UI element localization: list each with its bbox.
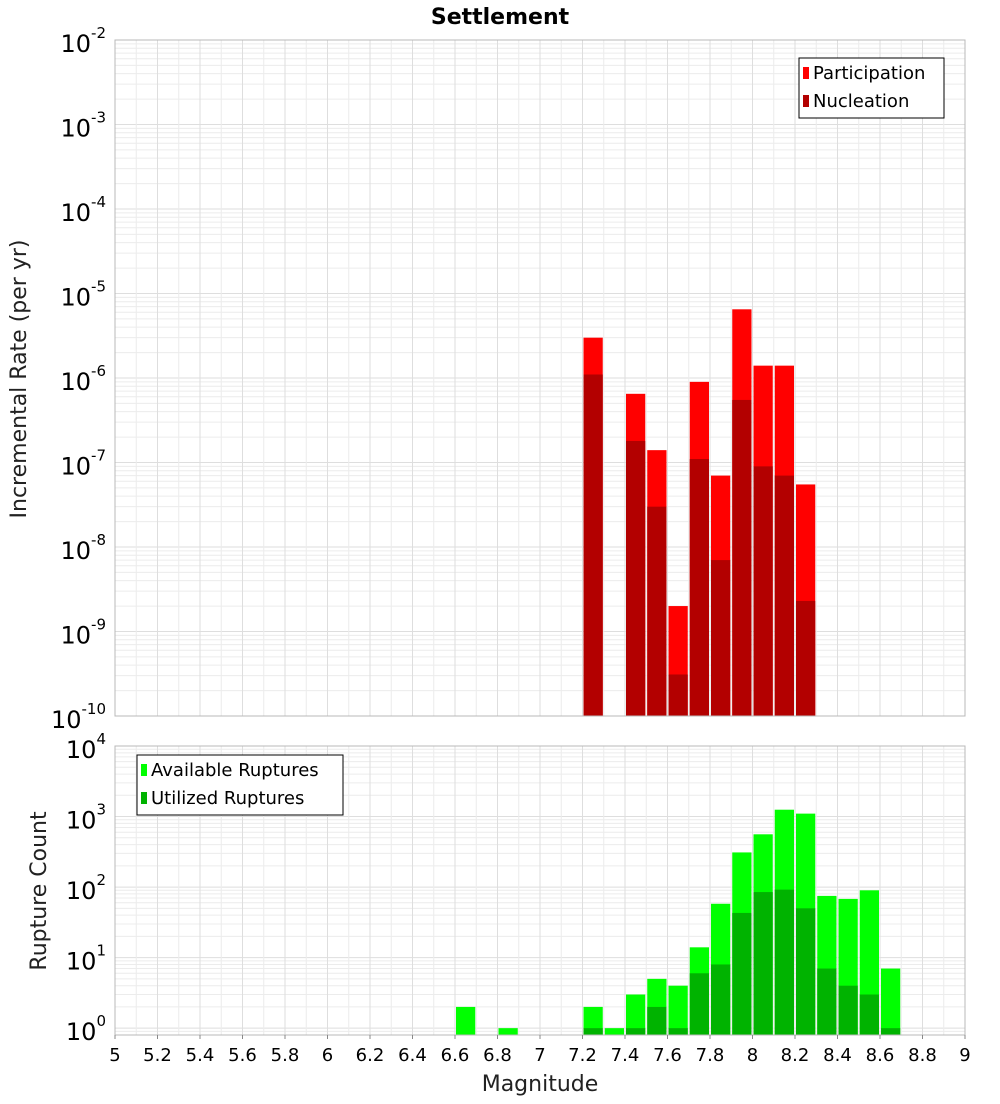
x-tick-label: 5.6 <box>228 1045 257 1066</box>
bar-available-ruptures <box>498 1028 518 1035</box>
bar-nucleation <box>753 466 773 716</box>
legend-swatch <box>141 764 147 776</box>
bar-available-ruptures <box>881 968 901 1035</box>
legend-swatch <box>141 792 147 804</box>
y-tick-label: 100 <box>66 1012 106 1046</box>
x-tick-label: 5.4 <box>186 1045 215 1066</box>
bar-utilized-ruptures <box>881 1028 901 1035</box>
x-tick-label: 6.2 <box>356 1045 385 1066</box>
bar-utilized-ruptures <box>753 892 773 1035</box>
x-tick-label: 7.8 <box>696 1045 725 1066</box>
bar-available-ruptures <box>583 1006 603 1035</box>
x-tick-label: 5.2 <box>143 1045 172 1066</box>
y-tick-label: 10-4 <box>60 193 106 227</box>
chart-title: Settlement <box>431 5 570 30</box>
y-tick-label: 10-8 <box>60 531 106 565</box>
y-tick-label: 10-2 <box>60 24 106 58</box>
y-tick-label: 10-7 <box>60 447 106 481</box>
legend-box <box>136 754 344 816</box>
x-tick-label: 7.2 <box>568 1045 597 1066</box>
x-tick-label: 6.8 <box>483 1045 512 1066</box>
bar-utilized-ruptures <box>689 973 709 1035</box>
bar-utilized-ruptures <box>817 968 837 1035</box>
legend: Participation Nucleation <box>798 57 945 119</box>
bar-utilized-ruptures <box>583 1028 603 1035</box>
y-tick-label: 10-10 <box>51 700 106 734</box>
x-tick-label: 6.4 <box>398 1045 427 1066</box>
plot-1: 10-10 10-9 10-8 10-7 10-6 10-5 10-4 10-3 10-2 Par… <box>51 24 966 734</box>
legend-swatch <box>803 95 809 107</box>
bar-nucleation <box>774 475 794 716</box>
x-tick-label: 9 <box>959 1045 970 1066</box>
x-tick-label: 6 <box>322 1045 333 1066</box>
legend-swatch <box>803 67 809 79</box>
bar-nucleation <box>689 459 709 716</box>
bar-available-ruptures <box>456 1006 476 1035</box>
x-tick-label: 8.8 <box>908 1045 937 1066</box>
bottom-y-axis-label: Rupture Count <box>27 811 52 971</box>
bar-utilized-ruptures <box>838 985 858 1035</box>
plot-frame <box>114 39 966 717</box>
bar-utilized-ruptures <box>796 908 816 1035</box>
bar-available-ruptures <box>604 1028 624 1035</box>
x-tick-label: 8.2 <box>781 1045 810 1066</box>
y-tick-label: 101 <box>66 942 106 976</box>
bar-nucleation <box>711 560 731 716</box>
x-tick-label: 7.4 <box>611 1045 640 1066</box>
bar-available-ruptures <box>668 985 688 1035</box>
bar-utilized-ruptures <box>859 994 879 1035</box>
x-tick-label: 8.4 <box>823 1045 852 1066</box>
bar-nucleation <box>626 440 646 716</box>
legend-entry: Nucleation <box>813 91 909 112</box>
x-axis-label: Magnitude <box>482 1072 599 1097</box>
x-tick-label: 5.8 <box>271 1045 300 1066</box>
x-tick-label: 7.6 <box>653 1045 682 1066</box>
legend: Available Ruptures Utilized Ruptures <box>136 754 344 816</box>
x-tick-label: 7 <box>534 1045 545 1066</box>
bar-utilized-ruptures <box>711 964 731 1035</box>
bar-utilized-ruptures <box>774 889 794 1035</box>
x-tick-label: 8.6 <box>866 1045 895 1066</box>
legend-entry: Utilized Ruptures <box>151 788 304 809</box>
bar-nucleation <box>732 399 752 716</box>
y-tick-label: 10-3 <box>60 109 106 143</box>
bar-utilized-ruptures <box>732 912 752 1035</box>
bar-utilized-ruptures <box>668 1028 688 1035</box>
bar-nucleation <box>583 374 603 716</box>
y-tick-label: 10-9 <box>60 616 106 650</box>
y-tick-label: 10-6 <box>60 362 106 396</box>
y-tick-label: 104 <box>66 730 106 764</box>
legend-entry: Available Ruptures <box>151 760 319 781</box>
bar-nucleation <box>796 600 816 716</box>
bar-nucleation <box>647 506 667 716</box>
bar-nucleation <box>668 674 688 716</box>
bar-available-ruptures <box>626 994 646 1035</box>
y-tick-label: 103 <box>66 801 106 835</box>
x-tick-label: 6.6 <box>441 1045 470 1066</box>
y-tick-label: 102 <box>66 871 106 905</box>
legend-entry: Participation <box>813 63 925 84</box>
top-y-axis-label: Incremental Rate (per yr) <box>7 240 32 519</box>
y-tick-label: 10-5 <box>60 278 106 312</box>
x-tick-label: 5 <box>109 1045 120 1066</box>
bar-utilized-ruptures <box>626 1028 646 1035</box>
bar-utilized-ruptures <box>647 1006 667 1035</box>
plot-2: 100 101 102 103 104 5 5.2 5.4 5.6 5.8 6 6.2 6.4 6.6 6.… <box>66 730 971 1066</box>
x-tick-label: 8 <box>747 1045 758 1066</box>
legend-box <box>798 57 945 119</box>
